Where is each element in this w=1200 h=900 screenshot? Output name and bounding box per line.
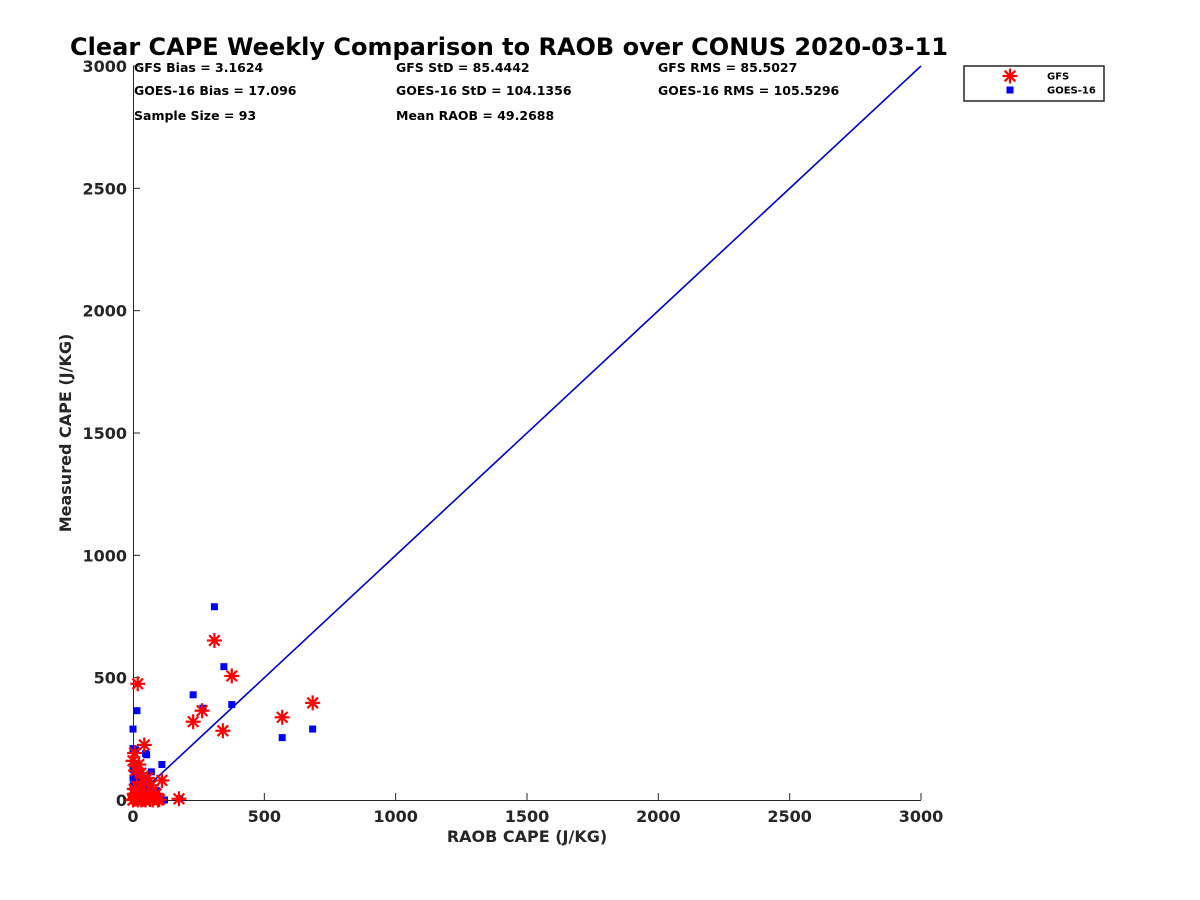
gfs-point (130, 676, 146, 692)
gfs-point (194, 703, 210, 719)
y-tick-label: 0 (116, 791, 127, 810)
data-points (125, 603, 321, 808)
x-tick-label: 1000 (373, 807, 418, 826)
goes-16-point (210, 603, 218, 611)
gfs-point (224, 668, 240, 684)
x-tick-label: 1500 (505, 807, 550, 826)
gfs-point (215, 723, 231, 739)
gfs-point (185, 714, 201, 730)
y-tick-label: 500 (94, 669, 127, 688)
series-goes-16 (129, 603, 317, 804)
chart-title: Clear CAPE Weekly Comparison to RAOB ove… (70, 33, 948, 61)
one-to-one-reference-line (132, 65, 922, 801)
goes-16-point (147, 768, 155, 776)
gfs-point (171, 791, 187, 807)
y-tick-label: 2500 (82, 179, 127, 198)
goes-16-point (278, 734, 286, 742)
legend-label-goes-16: GOES-16 (1047, 86, 1096, 97)
legend-marker-gfs (1002, 68, 1018, 84)
legend-box (963, 65, 1105, 102)
series-gfs (125, 632, 321, 808)
goes-16-point (309, 725, 317, 733)
stats-block: GFS Bias = 3.1624 GFS StD = 85.4442 GFS RM… (134, 60, 840, 123)
y-tick-label: 1500 (82, 424, 127, 443)
x-tick-label: 2000 (636, 807, 681, 826)
legend-item-gfs: GFS (1002, 68, 1069, 84)
stat-text: GOES-16 StD = 104.1356 (396, 83, 572, 98)
goes-16-point (146, 785, 154, 793)
goes-16-point (143, 751, 151, 759)
x-axis-label: RAOB CAPE (J/KG) (447, 827, 607, 846)
goes-16-point (189, 691, 197, 699)
gfs-point (150, 792, 166, 808)
stat-text: GFS Bias = 3.1624 (134, 60, 264, 75)
y-tick-label: 1000 (82, 546, 127, 565)
goes-16-point (129, 725, 137, 733)
x-tick-label: 3000 (899, 807, 944, 826)
gfs-point (206, 632, 222, 648)
y-tick-label: 2000 (82, 302, 127, 321)
goes-16-point (129, 774, 137, 782)
axis-ticks: 0 500 1000 1500 2000 2500 3000 0 500 1000 1500 2000… (82, 57, 943, 826)
goes-16-point (133, 707, 141, 715)
stat-text: GFS RMS = 85.5027 (658, 60, 797, 75)
gfs-point (136, 737, 152, 753)
x-tick-label: 500 (248, 807, 281, 826)
gfs-point (274, 709, 290, 725)
goes-16-point (228, 701, 236, 709)
stat-text: Mean RAOB = 49.2688 (396, 108, 554, 123)
legend-marker-goes-16 (1006, 86, 1014, 94)
stat-text: GOES-16 Bias = 17.096 (134, 83, 297, 98)
stat-text: Sample Size = 93 (134, 108, 256, 123)
legend-label-gfs: GFS (1047, 72, 1069, 83)
goes-16-point (220, 663, 228, 671)
y-axis-label: Measured CAPE (J/KG) (56, 334, 75, 533)
stat-text: GFS StD = 85.4442 (396, 60, 530, 75)
legend-item-goes-16: GOES-16 (1006, 86, 1096, 97)
y-tick-label: 3000 (82, 57, 127, 76)
gfs-point (305, 695, 321, 711)
x-tick-label: 2500 (767, 807, 812, 826)
stat-text: GOES-16 RMS = 105.5296 (658, 83, 840, 98)
x-tick-label: 0 (127, 807, 138, 826)
gfs-point (126, 786, 142, 802)
goes-16-point (158, 761, 166, 769)
legend: GFS GOES-16 (963, 65, 1105, 102)
